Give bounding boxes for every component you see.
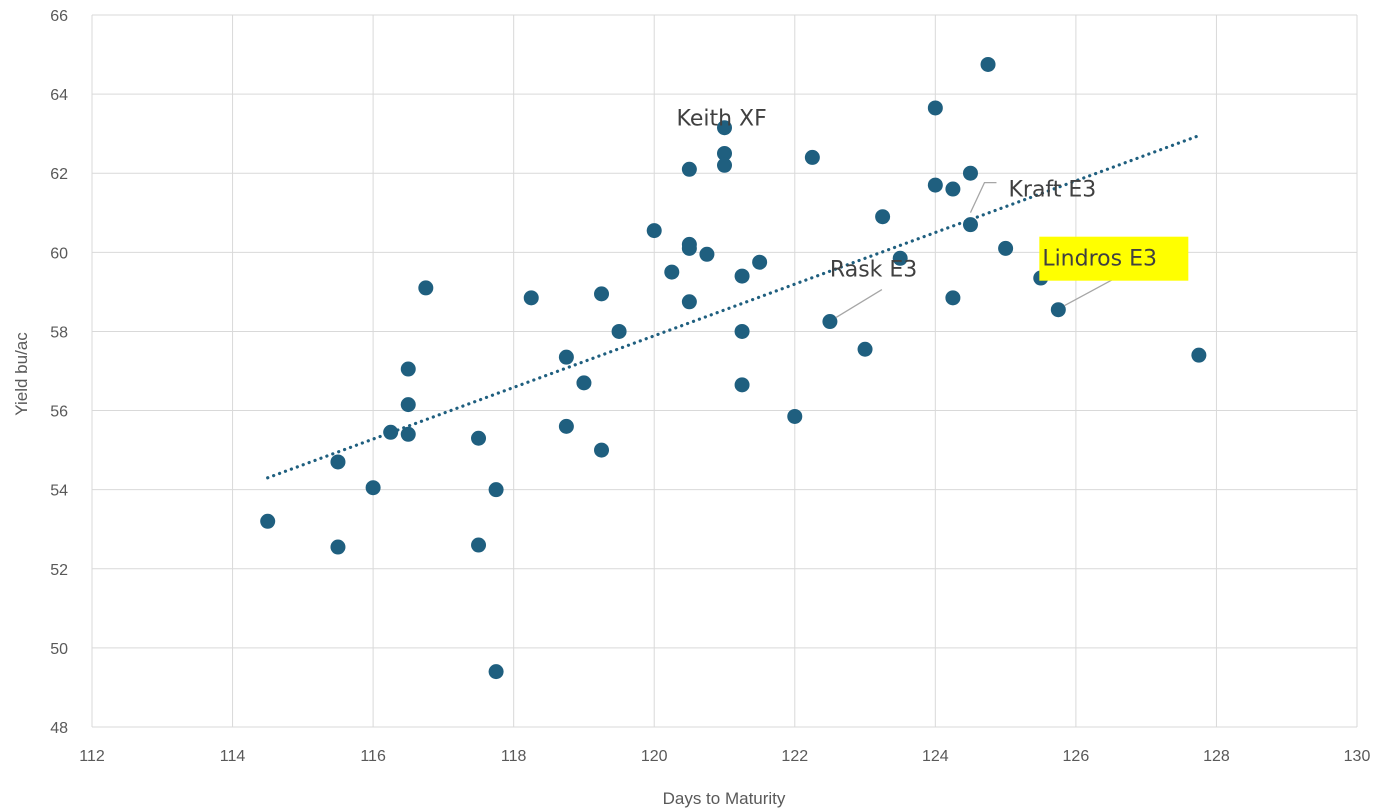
data-point	[1191, 347, 1207, 363]
data-point	[418, 280, 434, 296]
annotations: Keith XF Kraft E3 Rask E3 Lindros E3	[677, 107, 1189, 319]
data-point	[488, 482, 504, 498]
y-axis-title: Yield bu/ac	[12, 332, 31, 416]
data-point	[681, 294, 697, 310]
y-tick-label: 54	[50, 483, 68, 500]
data-point	[330, 539, 346, 555]
data-point	[734, 268, 750, 284]
data-point	[646, 223, 662, 239]
data-point	[576, 375, 592, 391]
data-point	[664, 264, 680, 280]
data-point	[857, 341, 873, 357]
data-point	[717, 120, 732, 136]
y-tick-label: 66	[50, 8, 68, 25]
data-point	[681, 161, 697, 177]
data-point	[400, 361, 416, 377]
x-tick-label: 114	[220, 748, 246, 765]
data-point	[471, 537, 487, 553]
x-tick-labels: 112 114 116 118 120 122 124 126 128 130	[79, 748, 1370, 765]
y-tick-label: 62	[50, 166, 68, 183]
data-points	[260, 56, 1207, 680]
data-point	[717, 157, 732, 173]
data-point	[998, 240, 1014, 256]
x-tick-label: 118	[501, 748, 527, 765]
data-label: Keith XF	[677, 107, 767, 132]
leader-line	[1064, 278, 1115, 307]
x-tick-label: 122	[781, 748, 808, 765]
data-point	[945, 181, 961, 197]
trendline-layer	[266, 134, 1201, 480]
data-point	[558, 349, 574, 365]
data-point	[804, 149, 820, 165]
data-point	[681, 240, 697, 256]
x-axis-title: Days to Maturity	[663, 789, 786, 808]
data-label: Kraft E3	[1008, 178, 1096, 203]
leader-line	[835, 289, 883, 319]
data-point	[822, 314, 838, 330]
x-tick-label: 112	[79, 748, 105, 765]
data-point	[787, 408, 803, 424]
x-tick-label: 130	[1344, 748, 1371, 765]
data-point	[699, 246, 715, 262]
gridlines	[91, 14, 1358, 728]
y-tick-label: 60	[50, 245, 68, 262]
y-tick-label: 48	[50, 720, 68, 737]
data-point	[945, 290, 961, 306]
data-point	[962, 165, 978, 181]
trendline	[266, 134, 1201, 480]
x-tick-label: 128	[1203, 748, 1230, 765]
data-label: Lindros E3	[1042, 247, 1157, 272]
data-point	[734, 377, 750, 393]
data-point	[717, 145, 732, 161]
data-point	[558, 418, 574, 434]
x-tick-label: 124	[922, 748, 949, 765]
data-point	[400, 426, 416, 442]
x-tick-label: 120	[641, 748, 668, 765]
data-point	[594, 286, 610, 302]
data-point	[734, 323, 750, 339]
y-tick-label: 50	[50, 641, 68, 658]
data-point	[980, 56, 996, 72]
data-point	[611, 323, 627, 339]
data-point	[383, 424, 399, 440]
data-point	[1050, 302, 1066, 318]
y-tick-label: 56	[50, 404, 68, 421]
data-point	[365, 480, 381, 496]
x-tick-label: 126	[1063, 748, 1090, 765]
data-point	[962, 217, 978, 233]
data-point	[330, 454, 346, 470]
data-point	[927, 100, 943, 116]
data-point	[594, 442, 610, 458]
data-label: Rask E3	[830, 258, 917, 283]
data-point	[752, 254, 768, 270]
data-point	[260, 513, 276, 529]
data-point	[892, 250, 908, 266]
data-point	[875, 209, 891, 225]
data-point	[488, 664, 504, 680]
leader-line	[969, 181, 997, 213]
data-point	[400, 397, 416, 413]
y-tick-label: 58	[50, 324, 68, 341]
data-point	[927, 177, 943, 193]
y-tick-label: 64	[50, 87, 68, 104]
data-point	[471, 430, 487, 446]
x-tick-label: 116	[360, 748, 386, 765]
label-highlight	[1039, 236, 1189, 281]
y-tick-label: 52	[50, 562, 68, 579]
data-point	[523, 290, 539, 306]
y-tick-labels: 48 50 52 54 56 58 60 62 64 66	[50, 8, 68, 737]
